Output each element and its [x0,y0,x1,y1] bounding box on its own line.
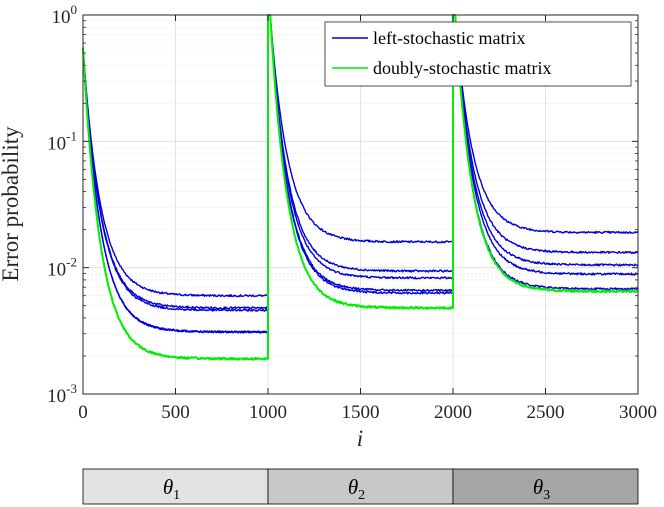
y-tick-labels: 100 10-1 10-2 10-3 [47,2,77,407]
y-tick-label: 10-2 [47,255,77,281]
legend: left-stochastic matrix doubly-stochastic… [324,21,632,87]
theta-band-label-1: θ1 [163,475,180,503]
y-tick-label: 100 [52,2,78,28]
series-line-6 [82,14,639,361]
ticks [82,14,639,395]
series-line-2 [82,14,639,310]
x-tick-label: 2000 [434,402,472,423]
x-tick-label: 1000 [249,402,287,423]
x-tick-label: 2500 [527,402,565,423]
x-tick-label: 0 [78,402,88,423]
theta-band-label-3: θ3 [533,475,550,503]
series-group [82,14,639,361]
series-line-3 [82,14,639,312]
legend-label-left: left-stochastic matrix [373,28,525,48]
x-tick-label: 1500 [342,402,380,423]
theta-band-1 [82,468,269,505]
theta-bands: θ1 θ2 θ3 [82,468,639,505]
y-axis-label: Error probability [0,126,23,282]
legend-box [324,21,632,87]
x-tick-label: 500 [161,402,190,423]
x-tick-labels: 0 500 1000 1500 2000 2500 3000 [78,402,657,423]
theta-band-label-2: θ2 [348,475,365,503]
series-line-5 [82,14,639,334]
x-axis-label: i [357,426,363,451]
x-tick-label: 3000 [619,402,657,423]
y-tick-label: 10-3 [47,381,77,407]
legend-label-doubly: doubly-stochastic matrix [373,58,551,78]
series-line-1 [82,14,639,298]
theta-band-3 [452,468,639,505]
y-tick-label: 10-1 [47,128,77,154]
